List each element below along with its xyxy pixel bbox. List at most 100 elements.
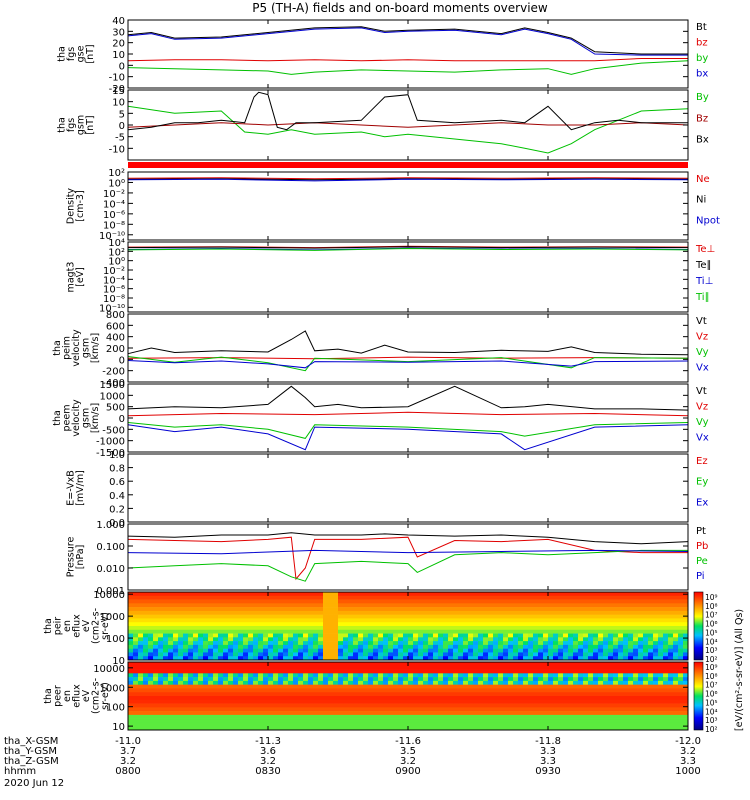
heatmap-cell xyxy=(183,699,189,704)
heatmap-cell xyxy=(273,673,279,678)
heatmap-cell xyxy=(208,641,214,646)
heatmap-cell xyxy=(258,656,264,661)
heatmap-cell xyxy=(443,622,449,627)
colorbar-tick-label: 10⁶ xyxy=(705,690,718,699)
heatmap-cell xyxy=(293,637,299,642)
heatmap-cell xyxy=(468,641,474,646)
heatmap-cell xyxy=(448,595,454,600)
heatmap-cell xyxy=(463,699,469,704)
heatmap-cell xyxy=(233,703,239,708)
heatmap-cell xyxy=(263,696,269,701)
y-axis-label-line: [nPa] xyxy=(75,545,86,570)
heatmap-cell xyxy=(418,673,424,678)
heatmap-cell xyxy=(453,603,459,608)
heatmap-cell xyxy=(223,684,229,689)
heatmap-cell xyxy=(618,718,624,723)
heatmap-cell xyxy=(533,652,539,657)
heatmap-cell xyxy=(318,711,324,716)
heatmap-cell xyxy=(413,633,419,638)
heatmap-cell xyxy=(333,610,339,615)
heatmap-cell xyxy=(213,641,219,646)
heatmap-cell xyxy=(483,622,489,627)
heatmap-cell xyxy=(638,699,644,704)
heatmap-cell xyxy=(503,714,509,719)
heatmap-cell xyxy=(268,688,274,693)
heatmap-cell xyxy=(288,629,294,634)
heatmap-cell xyxy=(443,648,449,653)
heatmap-cell xyxy=(413,626,419,631)
heatmap-cell xyxy=(418,684,424,689)
heatmap-cell xyxy=(348,603,354,608)
heatmap-cell xyxy=(258,629,264,634)
heatmap-cell xyxy=(653,644,659,649)
heatmap-cell xyxy=(478,684,484,689)
heatmap-cell xyxy=(203,614,209,619)
heatmap-cell xyxy=(273,662,279,667)
heatmap-cell xyxy=(448,592,454,597)
heatmap-cell xyxy=(483,688,489,693)
heatmap-cell xyxy=(453,610,459,615)
heatmap-cell xyxy=(343,688,349,693)
y-tick-label: -200 xyxy=(102,367,125,378)
y-tick-label: 10 xyxy=(112,98,125,109)
heatmap-cell xyxy=(593,696,599,701)
heatmap-cell xyxy=(423,692,429,697)
heatmap-cell xyxy=(588,603,594,608)
heatmap-cell xyxy=(558,696,564,701)
heatmap-cell xyxy=(583,626,589,631)
heatmap-cell xyxy=(493,711,499,716)
heatmap-cell xyxy=(248,629,254,634)
heatmap-cell xyxy=(608,714,614,719)
heatmap-cell xyxy=(488,696,494,701)
heatmap-cell xyxy=(573,592,579,597)
heatmap-cell xyxy=(393,607,399,612)
heatmap-cell xyxy=(228,688,234,693)
heatmap-cell xyxy=(323,714,329,719)
heatmap-cell xyxy=(643,665,649,670)
panel-peim: 8006004002000-200-400thapeimvelocitygsm[… xyxy=(52,310,709,389)
heatmap-cell xyxy=(228,692,234,697)
heatmap-cell xyxy=(563,599,569,604)
heatmap-cell xyxy=(493,656,499,661)
heatmap-cell xyxy=(603,696,609,701)
heatmap-cell xyxy=(163,718,169,723)
heatmap-cell xyxy=(563,614,569,619)
heatmap-cell xyxy=(488,599,494,604)
heatmap-cell xyxy=(478,648,484,653)
heatmap-cell xyxy=(348,592,354,597)
heatmap-cell xyxy=(143,629,149,634)
heatmap-cell xyxy=(653,656,659,661)
heatmap-cell xyxy=(408,711,414,716)
heatmap-cell xyxy=(513,703,519,708)
heatmap-cell xyxy=(378,665,384,670)
heatmap-cell xyxy=(128,618,134,623)
heatmap-cell xyxy=(248,614,254,619)
heatmap-cell xyxy=(363,692,369,697)
heatmap-cell xyxy=(638,633,644,638)
heatmap-cell xyxy=(423,618,429,623)
heatmap-cell xyxy=(578,714,584,719)
heatmap-cell xyxy=(603,618,609,623)
heatmap-cell xyxy=(513,599,519,604)
heatmap-cell xyxy=(223,610,229,615)
heatmap-cell xyxy=(363,684,369,689)
y-axis-label-line: (cm2-s- xyxy=(91,678,102,714)
heatmap-cell xyxy=(323,726,329,731)
heatmap-cell xyxy=(683,662,689,667)
heatmap-cell xyxy=(158,614,164,619)
heatmap-cell xyxy=(463,599,469,604)
heatmap-cell xyxy=(313,629,319,634)
heatmap-cell xyxy=(218,684,224,689)
heatmap-cell xyxy=(223,652,229,657)
heatmap-cell xyxy=(153,648,159,653)
heatmap-cell xyxy=(468,614,474,619)
region-bar xyxy=(128,162,688,168)
heatmap-cell xyxy=(183,629,189,634)
heatmap-cell xyxy=(128,703,134,708)
heatmap-cell xyxy=(453,599,459,604)
heatmap-cell xyxy=(518,714,524,719)
heatmap-cell xyxy=(163,656,169,661)
heatmap-cell xyxy=(248,718,254,723)
heatmap-cell xyxy=(518,711,524,716)
heatmap-cell xyxy=(378,707,384,712)
